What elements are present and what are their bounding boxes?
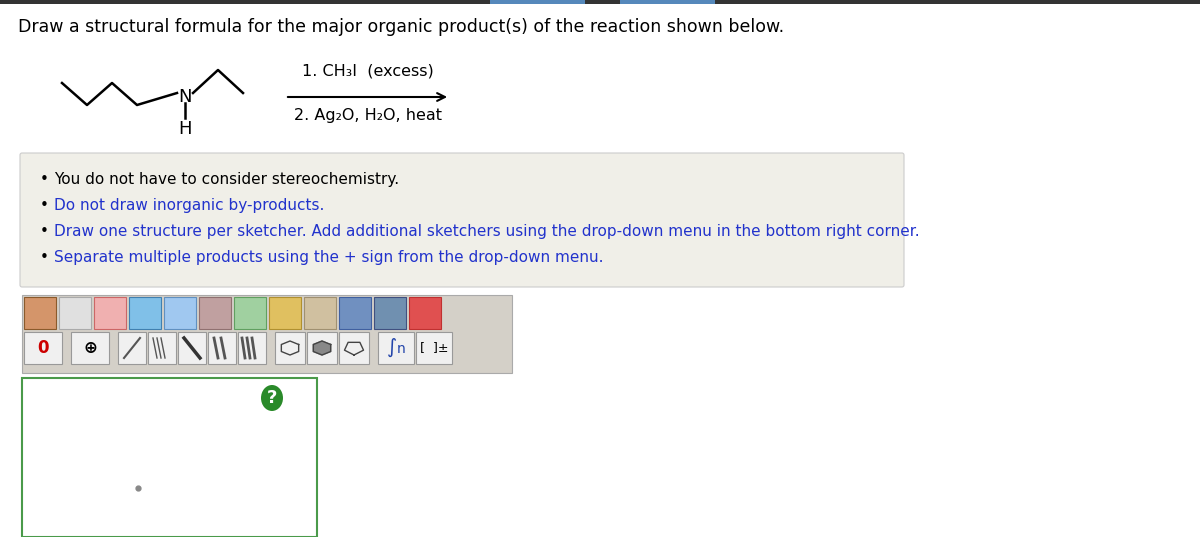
Bar	[22, 378, 317, 537]
Bar	[208, 332, 236, 364]
Text: 1. CH₃I  (excess): 1. CH₃I (excess)	[301, 63, 433, 78]
Bar	[269, 297, 301, 329]
Bar	[94, 297, 126, 329]
Text: Separate multiple products using the + sign from the drop-down menu.: Separate multiple products using the + s…	[54, 250, 604, 265]
Bar	[59, 297, 91, 329]
Bar	[148, 332, 176, 364]
Bar	[0, 0, 1200, 4]
Bar	[490, 0, 586, 4]
Text: [  ]±: [ ]±	[420, 342, 449, 354]
Bar	[234, 297, 266, 329]
Bar	[24, 332, 62, 364]
Bar	[340, 332, 370, 364]
Bar	[22, 295, 512, 373]
Bar	[275, 332, 305, 364]
Text: •: •	[40, 198, 49, 213]
Text: 0: 0	[37, 339, 49, 357]
Ellipse shape	[262, 385, 283, 411]
Text: N: N	[179, 88, 192, 106]
Bar	[118, 332, 146, 364]
Text: You do not have to consider stereochemistry.: You do not have to consider stereochemis…	[54, 172, 400, 187]
Bar	[178, 332, 206, 364]
Text: $\int$n: $\int$n	[386, 337, 406, 359]
Bar	[71, 332, 109, 364]
Polygon shape	[313, 341, 331, 355]
Text: ⊕: ⊕	[83, 339, 97, 357]
Bar	[238, 332, 266, 364]
Bar	[164, 297, 196, 329]
Bar	[340, 297, 371, 329]
Bar	[199, 297, 230, 329]
Text: •: •	[40, 172, 49, 187]
FancyBboxPatch shape	[20, 153, 904, 287]
Text: 2. Ag₂O, H₂O, heat: 2. Ag₂O, H₂O, heat	[294, 108, 442, 123]
Bar	[374, 297, 406, 329]
Text: H: H	[179, 120, 192, 138]
Bar	[304, 297, 336, 329]
Bar	[416, 332, 452, 364]
Bar	[24, 297, 56, 329]
Bar	[307, 332, 337, 364]
Bar	[378, 332, 414, 364]
Text: Do not draw inorganic by-products.: Do not draw inorganic by-products.	[54, 198, 324, 213]
Text: Draw one structure per sketcher. Add additional sketchers using the drop-down me: Draw one structure per sketcher. Add add…	[54, 224, 919, 239]
Bar	[409, 297, 442, 329]
Bar	[130, 297, 161, 329]
Text: •: •	[40, 250, 49, 265]
Bar	[620, 0, 715, 4]
Text: •: •	[40, 224, 49, 239]
Text: ?: ?	[266, 389, 277, 407]
Text: Draw a structural formula for the major organic product(s) of the reaction shown: Draw a structural formula for the major …	[18, 18, 784, 36]
